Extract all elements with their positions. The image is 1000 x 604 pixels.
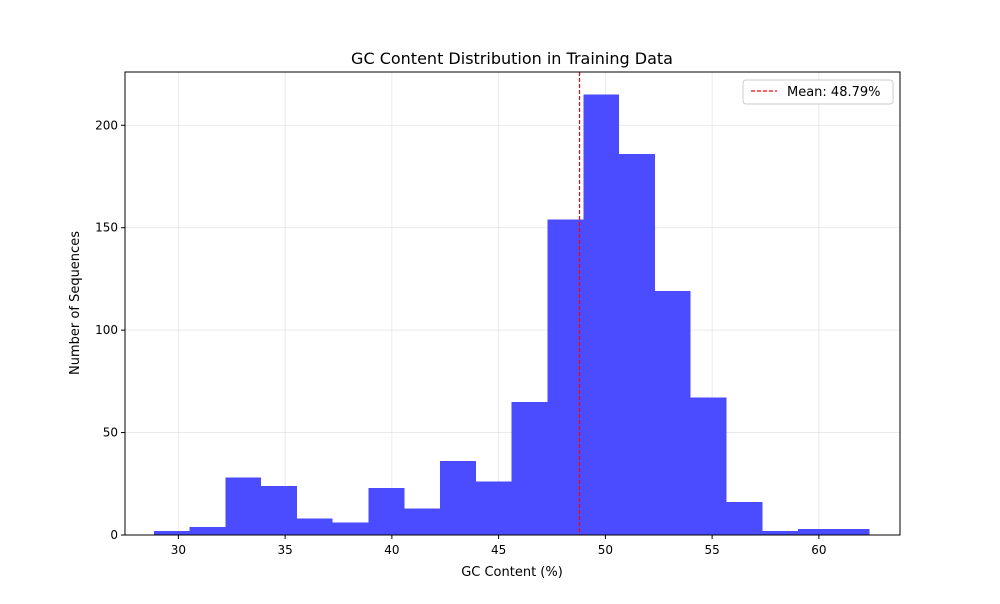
histogram-bar <box>225 477 262 535</box>
histogram-bar <box>153 530 190 535</box>
histogram-bar <box>511 401 548 535</box>
x-tick-label: 45 <box>491 543 506 557</box>
y-tick-label: 50 <box>103 426 118 440</box>
histogram-bar <box>547 219 584 535</box>
plot-frame <box>124 71 901 536</box>
histogram-bar <box>475 481 512 535</box>
histogram-bar <box>332 522 369 535</box>
histogram-bar <box>440 461 476 535</box>
histogram-bar <box>189 526 226 535</box>
x-tick-label: 55 <box>704 543 719 557</box>
histogram-bar <box>762 530 798 535</box>
histogram-bar <box>583 94 620 535</box>
histogram-bar <box>368 487 405 535</box>
histogram-bar <box>726 502 763 535</box>
x-tick-label: 50 <box>598 543 613 557</box>
x-tick-label: 60 <box>811 543 826 557</box>
histogram-bar <box>619 153 655 535</box>
y-axis-label: Number of Sequences <box>68 231 83 375</box>
legend-box <box>742 79 894 105</box>
x-axis-ticks: 30 35 40 45 50 55 60 <box>171 535 827 557</box>
legend-mean-label: Mean: 48.79% <box>787 85 881 100</box>
y-tick-label: 200 <box>95 118 118 132</box>
y-tick-label: 150 <box>95 221 118 235</box>
histogram-bar <box>797 528 834 535</box>
y-axis-ticks: 0 50 100 150 200 <box>95 118 125 542</box>
histogram-bar <box>261 485 298 535</box>
y-tick-label: 100 <box>95 323 118 337</box>
histogram-bar <box>654 291 691 535</box>
x-tick-label: 35 <box>277 543 292 557</box>
histogram-bar <box>833 528 870 535</box>
legend: Mean: 48.79% <box>742 79 894 105</box>
histogram-bar <box>404 508 441 535</box>
histogram-bar <box>690 397 727 535</box>
histogram-bars <box>153 94 870 535</box>
x-axis-label: GC Content (%) <box>461 565 563 580</box>
x-tick-label: 40 <box>384 543 399 557</box>
x-tick-label: 30 <box>171 543 186 557</box>
chart-title: GC Content Distribution in Training Data <box>351 49 673 68</box>
y-tick-label: 0 <box>110 528 118 542</box>
histogram-bar <box>297 518 333 535</box>
